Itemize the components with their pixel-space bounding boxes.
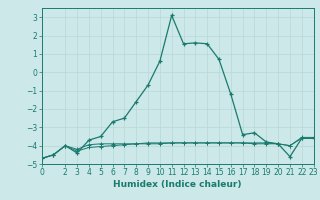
X-axis label: Humidex (Indice chaleur): Humidex (Indice chaleur) [113,180,242,189]
